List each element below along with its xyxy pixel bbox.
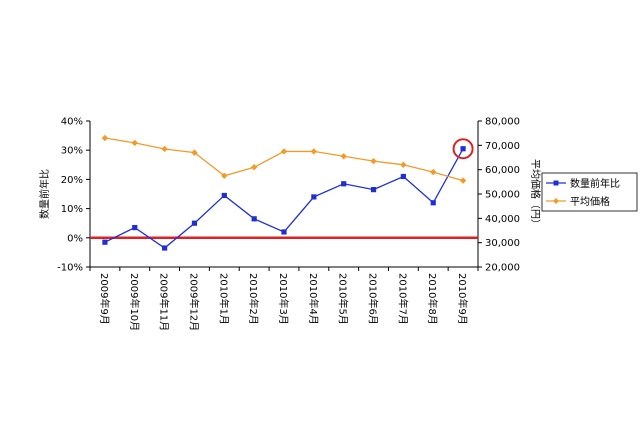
data-point-square [251, 216, 257, 222]
legend-marker-price [553, 198, 559, 204]
x-tick-label: 2009年10月 [128, 273, 141, 331]
y-left-tick-label: 20% [61, 175, 83, 186]
data-point-diamond [340, 153, 347, 160]
data-point-square [132, 224, 138, 231]
x-tick-label: 2010年2月 [247, 273, 260, 325]
legend-label-qty: 数量前年比 [570, 177, 620, 190]
y-left-tick-label: -10% [57, 263, 83, 274]
legend-label-price: 平均価格 [570, 195, 610, 208]
y-right-tick-label: 70,000 [485, 141, 520, 152]
data-point-square [311, 194, 317, 200]
x-tick-label: 2009年9月 [98, 273, 111, 325]
data-point-square [430, 200, 436, 206]
y-left-tick-label: 0% [67, 233, 83, 244]
x-tick-label: 2010年3月 [277, 273, 290, 325]
y-right-tick-label: 50,000 [485, 190, 520, 201]
data-point-diamond [459, 177, 467, 184]
series-average-price [101, 134, 467, 184]
x-tick-label: 2010年4月 [307, 273, 320, 325]
x-tick-label: 2010年8月 [426, 273, 439, 325]
x-tick-label: 2010年1月 [217, 273, 230, 325]
legend-box [541, 172, 638, 212]
x-tick-label: 2010年9月 [456, 273, 469, 325]
data-point-diamond [400, 161, 407, 168]
series-quantity-yoy [102, 146, 466, 251]
y-left-tick-label: 40% [61, 117, 83, 128]
data-point-diamond [430, 168, 437, 176]
legend: 数量前年比 平均価格 [541, 172, 638, 212]
axes [86, 120, 482, 271]
x-tick-label: 2009年12月 [187, 273, 200, 331]
data-point-square [221, 192, 227, 199]
data-point-diamond [191, 149, 198, 156]
y-left-tick-label: 30% [61, 146, 83, 157]
data-point-square [400, 173, 406, 180]
data-point-square [281, 229, 287, 235]
y-right-tick-label: 30,000 [485, 238, 520, 249]
data-point-square [460, 146, 466, 152]
data-point-diamond [370, 157, 377, 165]
data-point-diamond [310, 148, 318, 155]
data-point-diamond [280, 148, 288, 155]
highlight-circle [452, 138, 474, 160]
y-left-axis-title: 数量前年比 [38, 169, 51, 219]
data-point-square [162, 245, 168, 251]
x-tick-label: 2010年5月 [337, 273, 350, 325]
y-right-tick-label: 60,000 [485, 165, 520, 176]
data-point-square [191, 220, 198, 226]
legend-marker-qty [553, 180, 559, 186]
data-point-square [341, 181, 347, 187]
data-point-diamond [131, 139, 138, 147]
highlight-layer [452, 138, 474, 160]
data-point-diamond [221, 172, 228, 179]
x-tick-label: 2010年7月 [396, 273, 409, 325]
x-tick-label: 2010年6月 [367, 273, 380, 325]
y-right-tick-label: 20,000 [485, 263, 520, 274]
x-tick-label: 2009年11月 [158, 273, 171, 331]
data-point-diamond [161, 145, 168, 153]
tick-labels: -10% 0% 10% 20% 30% 40% 20,000 30,000 40,000 50,0… [57, 117, 520, 332]
y-right-tick-label: 40,000 [485, 214, 520, 225]
y-left-tick-label: 10% [61, 204, 83, 215]
series-line [104, 137, 464, 182]
series-layer [101, 134, 467, 251]
data-point-square [102, 239, 108, 245]
y-right-tick-label: 80,000 [485, 117, 520, 128]
y-right-axis-title: 平均価格（円） [529, 159, 542, 229]
data-point-diamond [101, 134, 109, 142]
data-point-square [370, 187, 377, 193]
data-point-diamond [250, 164, 258, 171]
